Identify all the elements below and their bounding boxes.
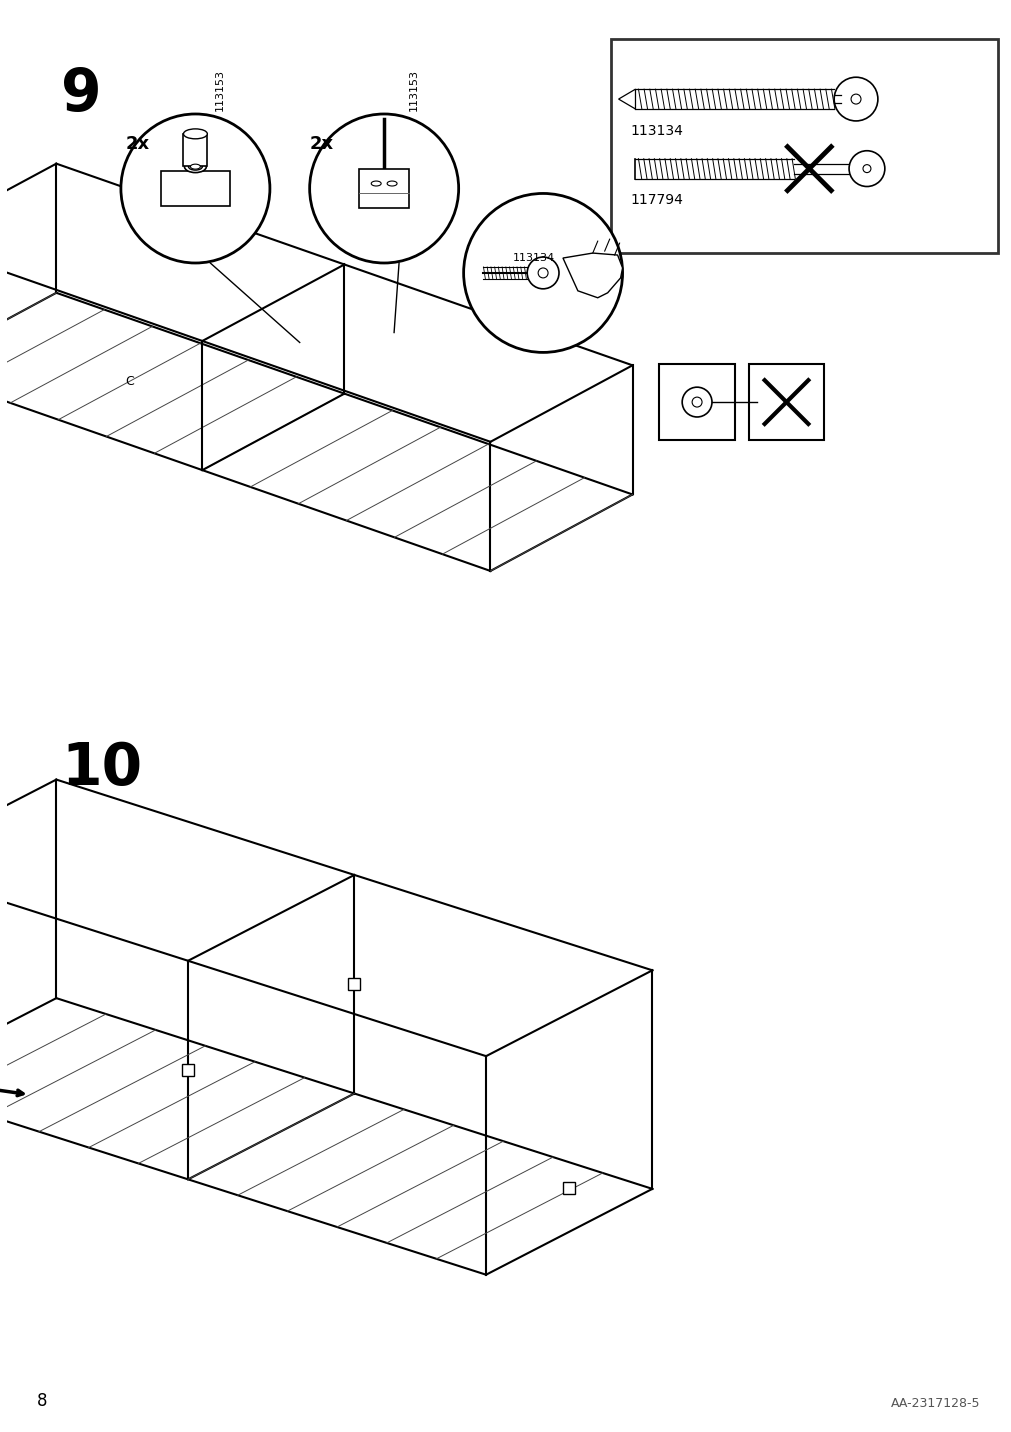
Bar [563, 1183, 574, 1194]
Text: 113153: 113153 [215, 69, 225, 112]
Circle shape [862, 165, 870, 173]
Text: 10: 10 [62, 740, 143, 796]
Bar [610, 40, 997, 253]
Bar [348, 978, 360, 990]
Text: 2x: 2x [309, 135, 334, 153]
Circle shape [833, 77, 877, 120]
Circle shape [538, 268, 548, 278]
Ellipse shape [188, 163, 202, 170]
Circle shape [527, 256, 558, 289]
Ellipse shape [184, 160, 206, 173]
Text: 113153: 113153 [408, 69, 419, 112]
Circle shape [692, 397, 702, 407]
Circle shape [309, 115, 458, 263]
Text: C: C [124, 375, 133, 388]
Text: 8: 8 [36, 1392, 47, 1411]
Text: 2x: 2x [125, 135, 150, 153]
Bar [161, 170, 229, 206]
Text: AA-2317128-5: AA-2317128-5 [890, 1398, 980, 1411]
Ellipse shape [190, 165, 200, 169]
Polygon shape [618, 89, 635, 109]
Circle shape [848, 150, 884, 186]
Bar [183, 133, 207, 166]
Text: 113134: 113134 [630, 125, 682, 137]
Bar [359, 169, 408, 209]
Text: 117794: 117794 [630, 193, 682, 208]
Ellipse shape [387, 180, 396, 186]
Circle shape [120, 115, 270, 263]
Bar [182, 1064, 194, 1075]
Ellipse shape [371, 180, 381, 186]
Circle shape [463, 193, 622, 352]
Circle shape [850, 95, 860, 105]
Circle shape [681, 387, 712, 417]
Text: 9: 9 [62, 66, 102, 123]
Ellipse shape [183, 129, 207, 139]
Bar [748, 364, 823, 440]
Bar [659, 364, 734, 440]
Text: 113134: 113134 [513, 253, 555, 263]
Polygon shape [562, 253, 622, 298]
